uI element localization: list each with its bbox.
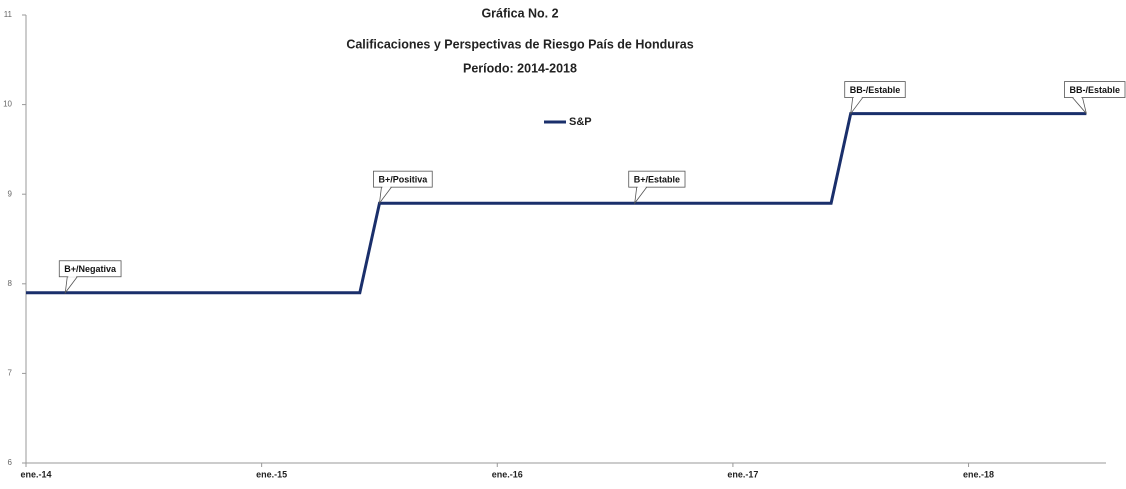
chart-title: Período: 2014-2018 bbox=[463, 61, 577, 75]
annotation-box bbox=[1064, 81, 1126, 98]
chart-title: Gráfica No. 2 bbox=[481, 6, 558, 20]
x-tick-label: ene.-15 bbox=[256, 469, 287, 479]
annotation: BB-/Estable bbox=[1064, 81, 1126, 114]
annotation-pointer bbox=[378, 186, 393, 205]
x-tick-label: ene.-17 bbox=[727, 469, 758, 479]
annotation: B+/Negativa bbox=[58, 260, 122, 295]
y-tick-label: 7 bbox=[8, 369, 13, 378]
y-tick-label: 9 bbox=[8, 189, 13, 198]
y-tick-label: 8 bbox=[8, 279, 13, 288]
annotation-label: B+/Negativa bbox=[64, 264, 117, 274]
legend-label: S&P bbox=[569, 116, 592, 128]
annotation-pointer bbox=[634, 186, 648, 205]
y-tick-label: 6 bbox=[8, 458, 13, 467]
x-tick-label: ene.-14 bbox=[20, 469, 51, 479]
annotation-box bbox=[628, 170, 686, 188]
annotation-box bbox=[58, 260, 122, 278]
annotation-box bbox=[844, 81, 906, 98]
annotation-label: BB-/Estable bbox=[1069, 85, 1120, 95]
y-tick-label: 11 bbox=[4, 10, 13, 19]
x-tick-label: ene.-16 bbox=[492, 469, 523, 479]
annotation-box bbox=[373, 170, 433, 188]
y-tick-label: 10 bbox=[3, 100, 12, 109]
annotation-pointer bbox=[64, 276, 79, 295]
chart-title: Calificaciones y Perspectivas de Riesgo … bbox=[346, 37, 693, 51]
annotation-label: BB-/Estable bbox=[850, 85, 901, 95]
annotation: B+/Positiva bbox=[373, 170, 433, 205]
annotation-pointer bbox=[1071, 97, 1087, 114]
annotation-label: B+/Estable bbox=[634, 175, 680, 185]
annotation-pointer bbox=[850, 97, 864, 116]
annotation: B+/Estable bbox=[628, 170, 686, 205]
annotation-label: B+/Positiva bbox=[378, 175, 428, 185]
x-tick-label: ene.-18 bbox=[963, 469, 994, 479]
series-line bbox=[26, 112, 1087, 295]
